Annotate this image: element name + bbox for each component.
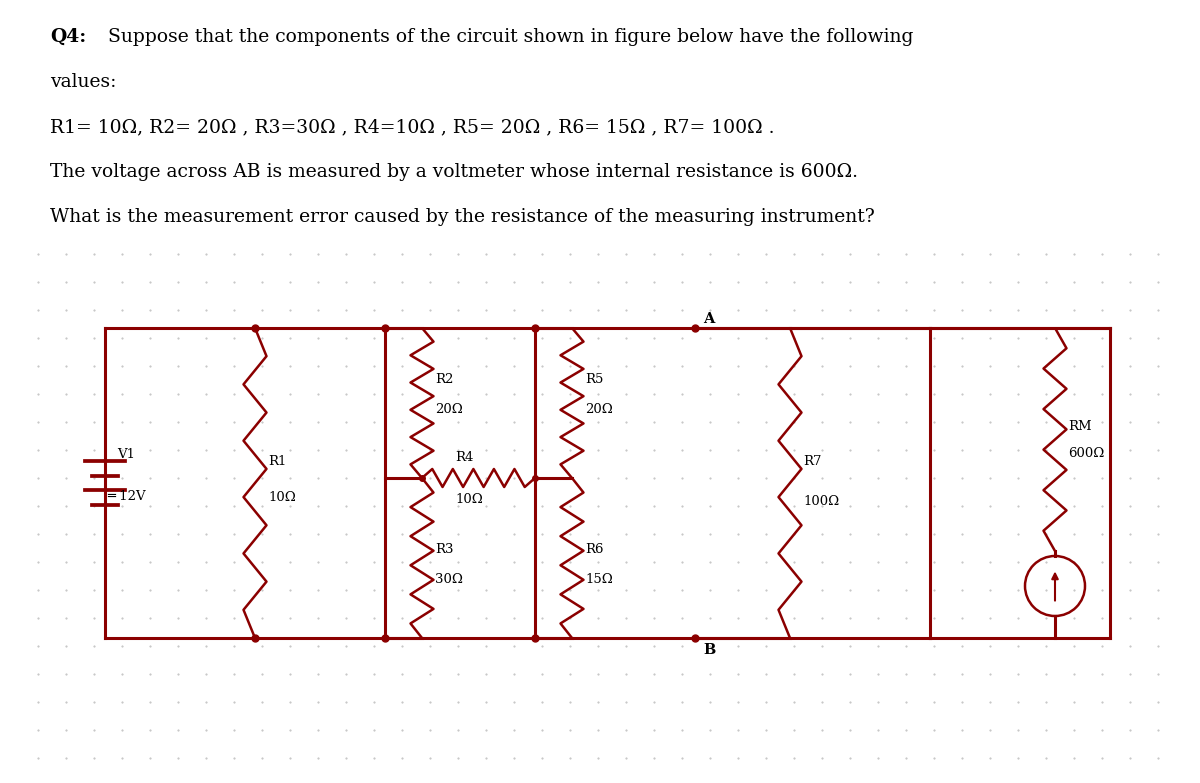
Text: What is the measurement error caused by the resistance of the measuring instrume: What is the measurement error caused by …	[50, 208, 875, 226]
Text: R1: R1	[268, 455, 287, 468]
Text: 30Ω: 30Ω	[434, 573, 463, 586]
Text: Suppose that the components of the circuit shown in figure below have the follow: Suppose that the components of the circu…	[102, 28, 913, 46]
Text: R5: R5	[586, 373, 604, 386]
Text: RM: RM	[1068, 420, 1092, 433]
Text: The voltage across AB is measured by a voltmeter whose internal resistance is 60: The voltage across AB is measured by a v…	[50, 163, 858, 181]
Text: 10Ω: 10Ω	[456, 493, 484, 506]
Text: 15Ω: 15Ω	[586, 573, 613, 586]
Text: R3: R3	[434, 543, 454, 556]
Text: 20Ω: 20Ω	[434, 403, 463, 416]
Text: R1= 10Ω, R2= 20Ω , R3=30Ω , R4=10Ω , R5= 20Ω , R6= 15Ω , R7= 100Ω .: R1= 10Ω, R2= 20Ω , R3=30Ω , R4=10Ω , R5=…	[50, 118, 774, 136]
Text: A: A	[703, 312, 714, 326]
Text: ═ 12V: ═ 12V	[107, 490, 145, 503]
Text: R2: R2	[434, 373, 454, 386]
Text: values:: values:	[50, 73, 116, 91]
Text: B: B	[703, 643, 715, 657]
Text: R4: R4	[456, 451, 474, 464]
Text: 100Ω: 100Ω	[803, 495, 839, 508]
Text: 600Ω: 600Ω	[1068, 447, 1104, 460]
Text: R6: R6	[586, 543, 604, 556]
Text: Q4:: Q4:	[50, 28, 86, 46]
Text: 10Ω: 10Ω	[268, 491, 295, 504]
Text: V1: V1	[118, 448, 134, 461]
Text: R7: R7	[803, 455, 822, 468]
Text: 20Ω: 20Ω	[586, 403, 613, 416]
